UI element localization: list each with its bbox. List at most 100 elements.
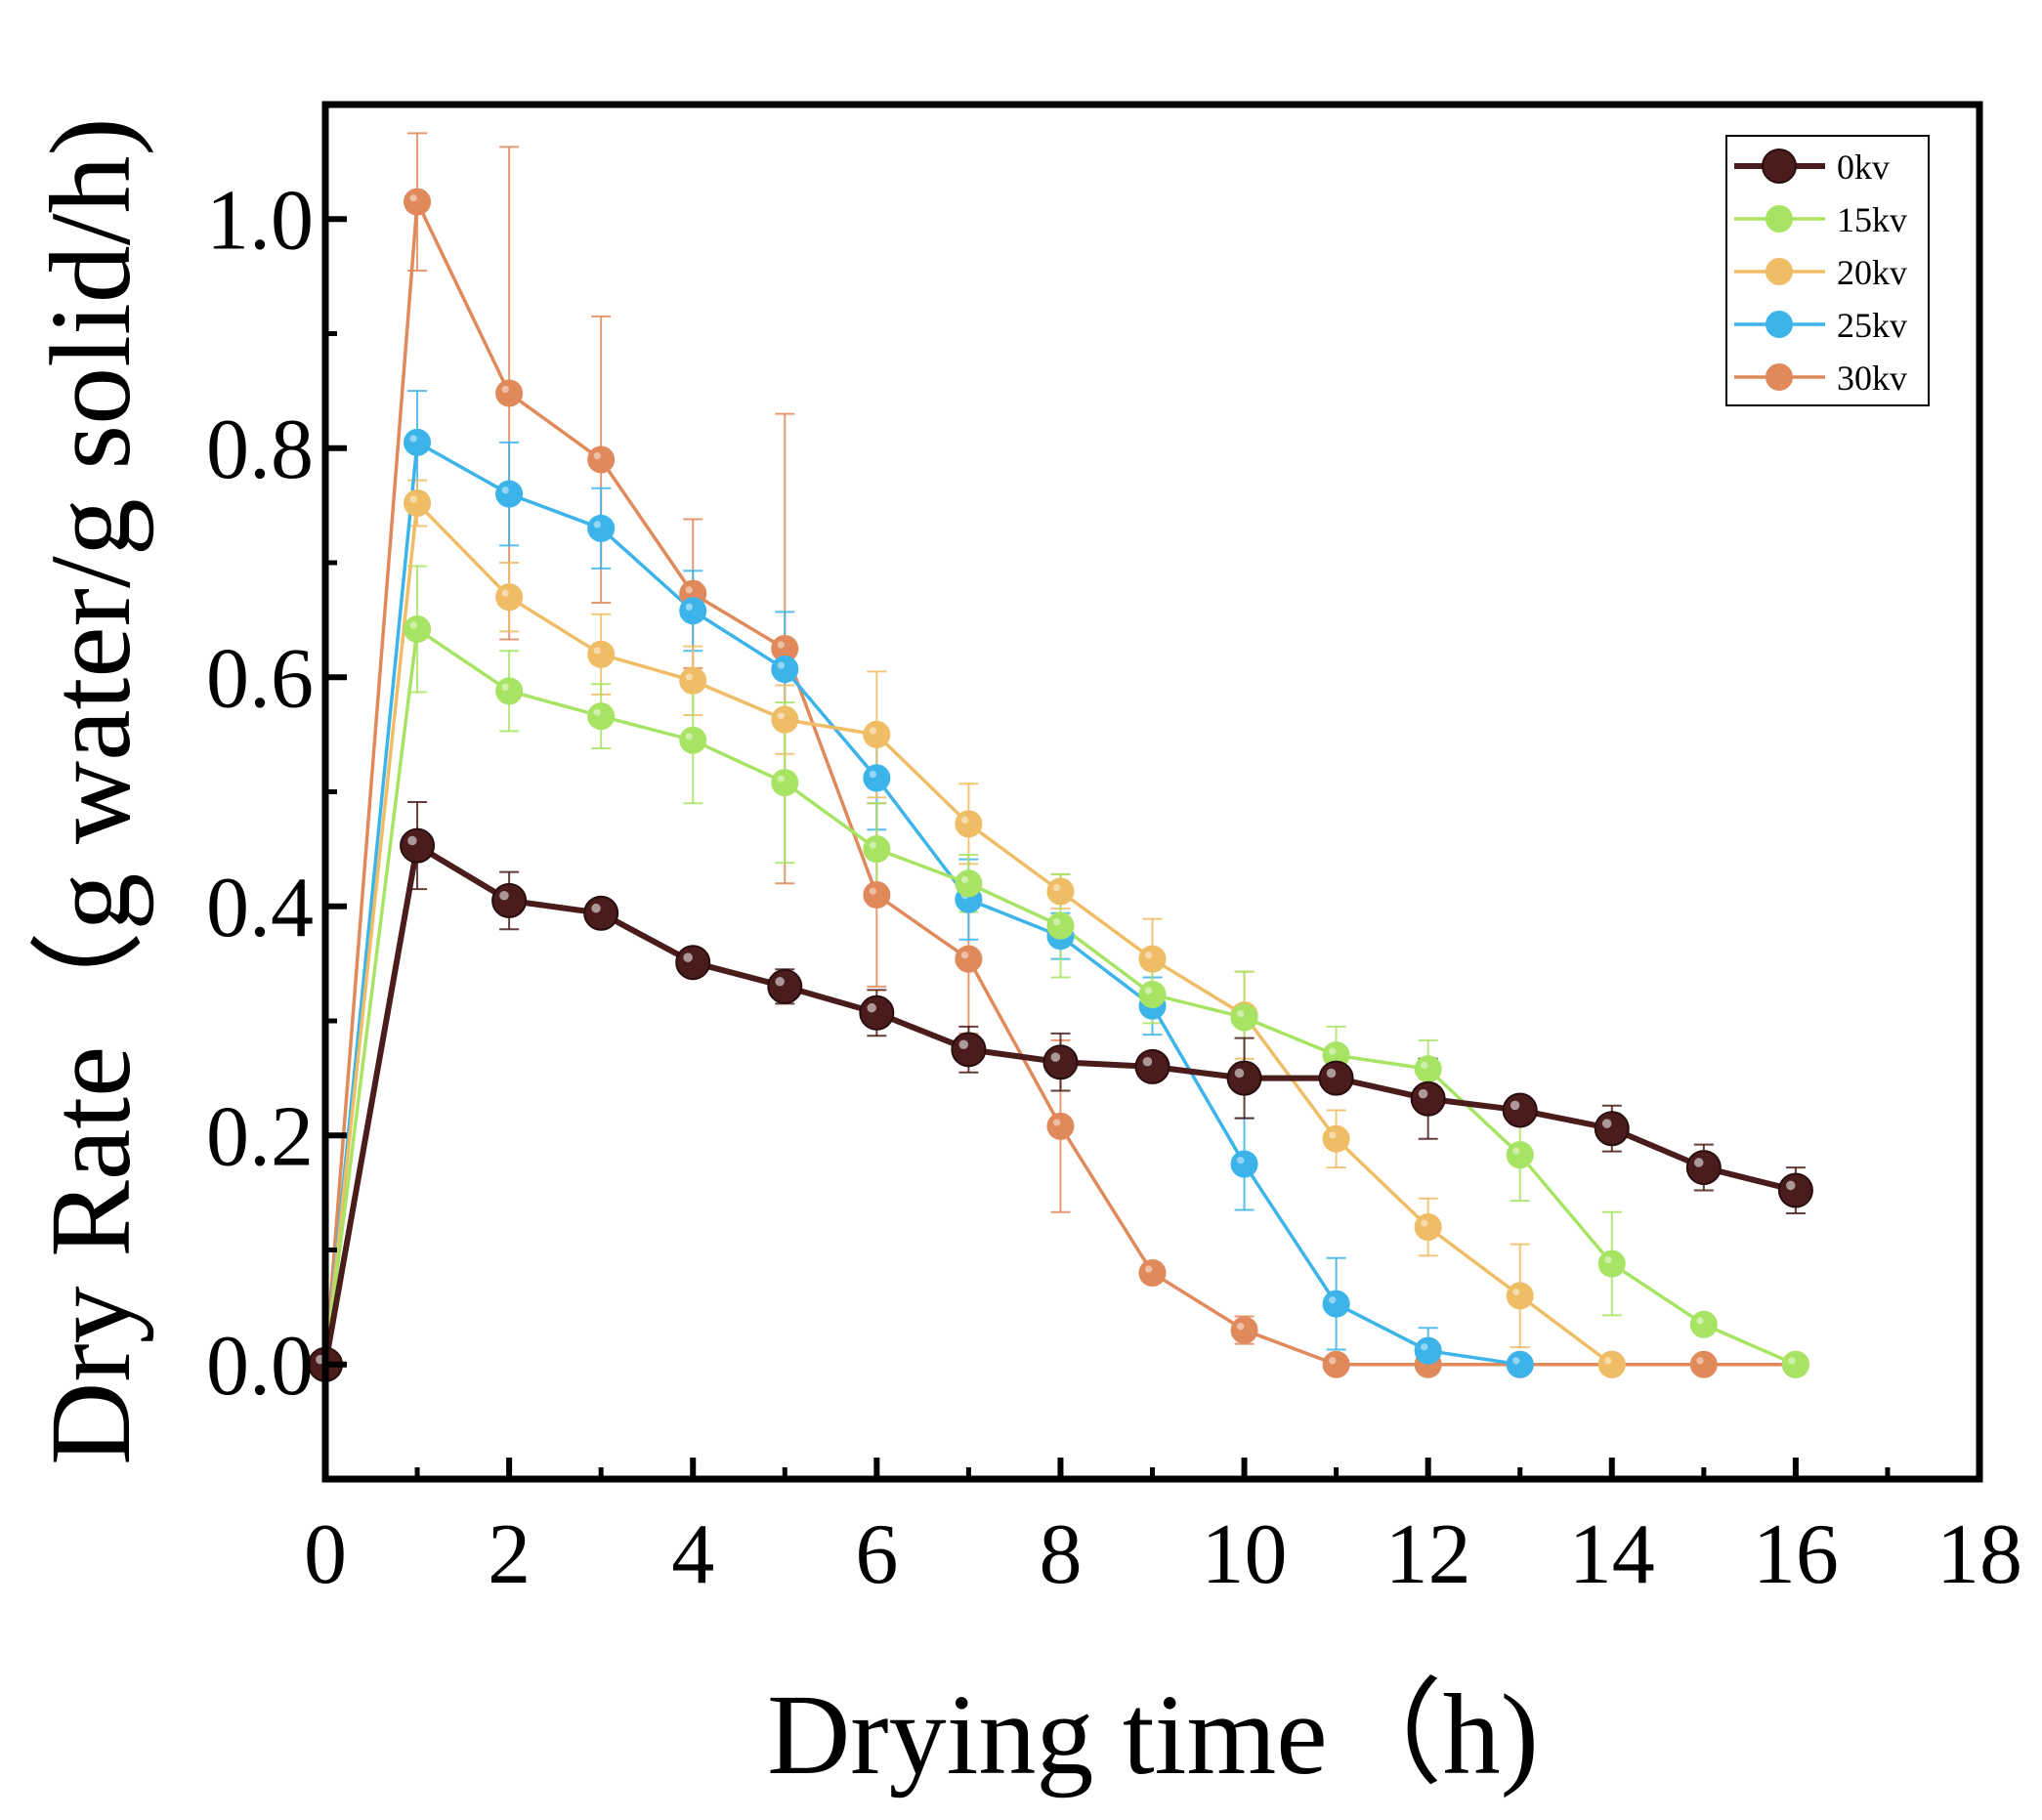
data-point-30kv bbox=[1230, 1316, 1258, 1344]
data-point-0kv bbox=[1318, 1060, 1354, 1096]
data-point-highlight bbox=[1421, 1219, 1428, 1227]
legend-label-20kv: 20kv bbox=[1837, 253, 1907, 292]
data-point-15kv bbox=[955, 869, 983, 898]
y-tick-label: 0.4 bbox=[206, 861, 314, 955]
data-point-highlight bbox=[958, 1039, 969, 1049]
data-point-0kv bbox=[400, 827, 436, 864]
data-point-15kv bbox=[1506, 1141, 1534, 1169]
data-point-15kv bbox=[771, 769, 799, 797]
data-point-25kv bbox=[1506, 1350, 1534, 1378]
data-point-highlight bbox=[1237, 1009, 1245, 1018]
data-point-0kv bbox=[1502, 1092, 1538, 1128]
data-point-highlight bbox=[593, 521, 601, 529]
data-point-30kv bbox=[955, 945, 983, 973]
x-tick-label: 10 bbox=[1202, 1507, 1288, 1602]
data-point-25kv bbox=[863, 764, 891, 792]
data-point-0kv bbox=[1685, 1150, 1722, 1186]
data-point-highlight bbox=[1052, 1119, 1061, 1126]
data-point-15kv bbox=[404, 615, 432, 644]
legend-marker-30kv bbox=[1765, 363, 1793, 391]
x-axis-title: Drying time（h) bbox=[767, 1671, 1539, 1799]
data-point-0kv bbox=[951, 1032, 987, 1068]
data-point-15kv bbox=[1414, 1055, 1442, 1083]
data-point-highlight bbox=[1142, 1057, 1153, 1067]
data-point-highlight bbox=[1604, 1357, 1612, 1365]
data-point-highlight bbox=[1237, 1157, 1245, 1164]
data-point-highlight bbox=[685, 586, 693, 594]
data-point-highlight bbox=[1788, 1357, 1796, 1365]
data-point-30kv bbox=[1138, 1258, 1167, 1287]
data-point-highlight bbox=[1144, 987, 1153, 995]
data-point-20kv bbox=[404, 489, 432, 518]
data-point-highlight bbox=[501, 487, 509, 494]
x-tick-label: 18 bbox=[1936, 1507, 2022, 1602]
data-point-highlight bbox=[1512, 1288, 1520, 1296]
data-point-highlight bbox=[1604, 1256, 1612, 1264]
y-tick-label: 0.6 bbox=[206, 631, 314, 726]
data-point-highlight bbox=[685, 733, 693, 741]
y-tick-label: 0.8 bbox=[206, 402, 314, 497]
data-point-highlight bbox=[593, 708, 601, 716]
data-point-30kv bbox=[1046, 1112, 1075, 1140]
data-point-30kv bbox=[404, 188, 432, 216]
data-point-highlight bbox=[867, 1002, 876, 1013]
x-tick-label: 12 bbox=[1385, 1507, 1471, 1602]
data-point-20kv bbox=[1597, 1350, 1626, 1378]
x-tick-label: 4 bbox=[671, 1507, 714, 1602]
data-point-highlight bbox=[777, 775, 786, 783]
data-point-highlight bbox=[775, 976, 785, 987]
data-point-0kv bbox=[675, 945, 711, 981]
data-point-highlight bbox=[1693, 1158, 1704, 1167]
x-tick-label: 2 bbox=[488, 1507, 531, 1602]
data-point-20kv bbox=[1138, 945, 1167, 973]
legend-marker-25kv bbox=[1765, 311, 1793, 338]
x-tick-label: 6 bbox=[855, 1507, 898, 1602]
data-point-highlight bbox=[869, 887, 877, 895]
data-point-highlight bbox=[1421, 1343, 1428, 1351]
y-axis-title: Dry Rate（g water/g solid/h) bbox=[26, 117, 154, 1465]
data-point-highlight bbox=[1329, 1357, 1337, 1365]
data-point-highlight bbox=[1237, 1323, 1245, 1331]
data-point-30kv bbox=[1689, 1350, 1718, 1378]
data-point-25kv bbox=[771, 656, 799, 684]
data-point-highlight bbox=[869, 727, 877, 735]
data-point-highlight bbox=[685, 673, 693, 681]
data-point-15kv bbox=[1781, 1350, 1809, 1378]
data-point-0kv bbox=[767, 968, 803, 1004]
legend-label-0kv: 0kv bbox=[1837, 148, 1890, 187]
data-point-highlight bbox=[501, 683, 509, 692]
legend-marker-15kv bbox=[1765, 205, 1793, 233]
data-point-highlight bbox=[409, 194, 417, 202]
data-point-15kv bbox=[1689, 1310, 1718, 1338]
data-point-20kv bbox=[955, 810, 983, 838]
error-bars bbox=[407, 132, 1806, 1376]
data-point-highlight bbox=[407, 835, 417, 846]
data-point-0kv bbox=[1226, 1060, 1262, 1096]
data-point-highlight bbox=[685, 603, 693, 611]
data-point-30kv bbox=[863, 881, 891, 910]
data-point-highlight bbox=[777, 661, 786, 669]
data-point-highlight bbox=[1418, 1088, 1428, 1099]
data-point-highlight bbox=[960, 816, 969, 825]
data-point-highlight bbox=[1601, 1119, 1612, 1128]
data-point-20kv bbox=[771, 705, 799, 734]
data-point-25kv bbox=[495, 480, 524, 508]
data-point-highlight bbox=[1326, 1068, 1337, 1079]
y-axis-ticks: 0.0 0.2 0.4 0.6 0.8 1.0 bbox=[206, 173, 347, 1414]
data-point-highlight bbox=[869, 841, 877, 849]
data-point-20kv bbox=[679, 666, 707, 695]
data-point-30kv bbox=[495, 379, 524, 407]
data-point-20kv bbox=[495, 583, 524, 612]
data-point-highlight bbox=[777, 641, 786, 649]
data-point-0kv bbox=[1777, 1172, 1813, 1208]
legend-label-15kv: 15kv bbox=[1837, 200, 1907, 239]
y-tick-label: 1.0 bbox=[206, 173, 314, 268]
data-point-25kv bbox=[1414, 1336, 1442, 1365]
data-point-highlight bbox=[1329, 1047, 1337, 1055]
data-point-0kv bbox=[859, 995, 895, 1031]
legend-label-25kv: 25kv bbox=[1837, 306, 1907, 345]
data-point-highlight bbox=[1329, 1296, 1337, 1304]
data-point-highlight bbox=[1050, 1052, 1061, 1062]
data-point-highlight bbox=[869, 770, 877, 779]
legend: 0kv 15kv 20kv 25kv 30kv bbox=[1725, 135, 1930, 406]
